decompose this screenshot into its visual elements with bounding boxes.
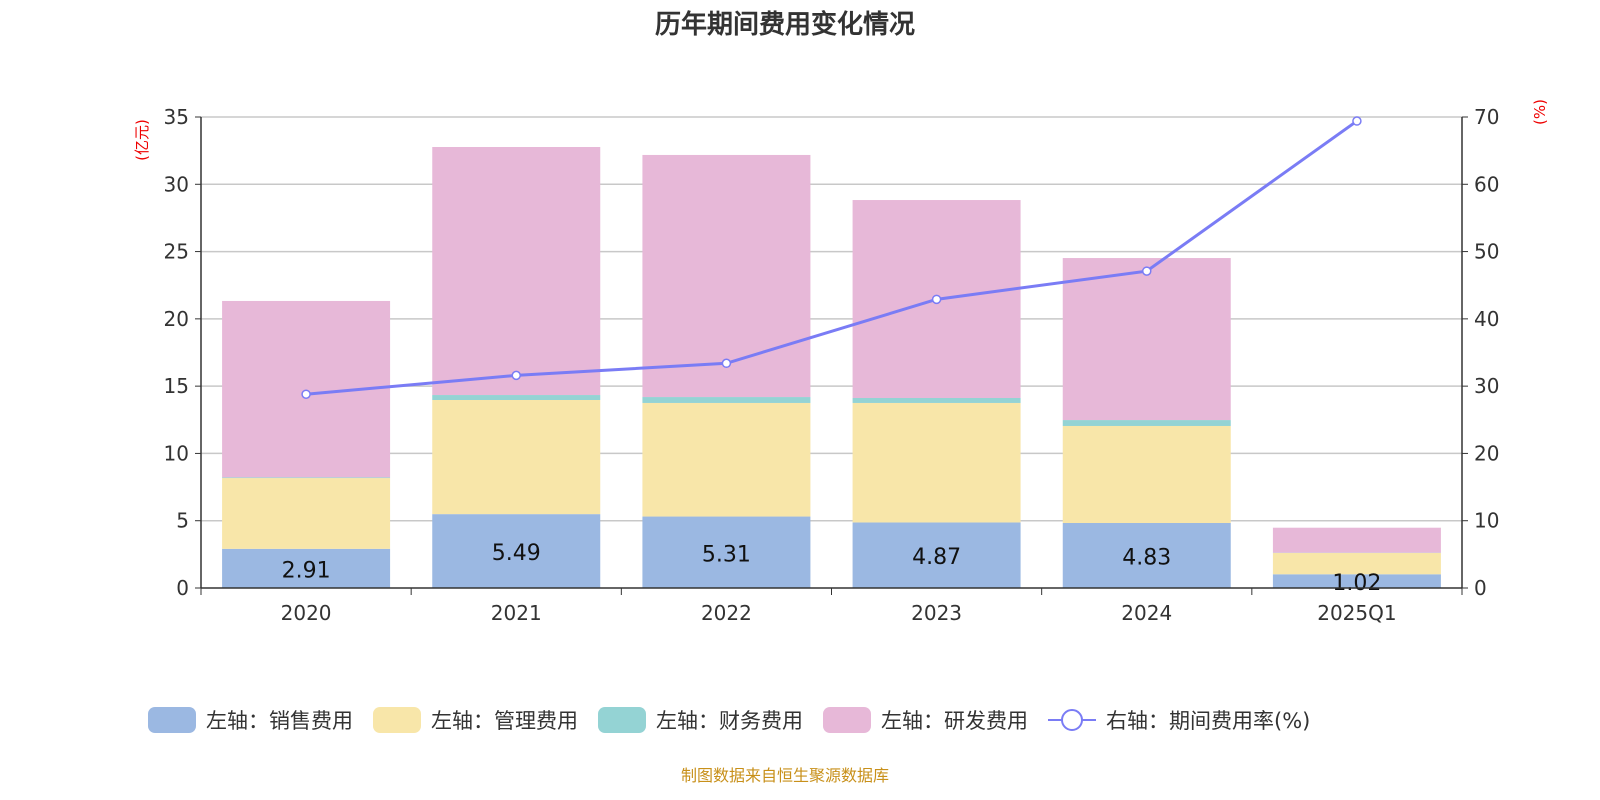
rate-point [1142,266,1152,276]
bar-segment [642,154,811,398]
bar-segment [852,522,1021,588]
left-tick-label: 0 [176,576,189,600]
legend-swatch [823,707,871,733]
bar-segment [432,514,601,588]
source-footer: 制图数据来自恒生聚源数据库 [680,766,889,785]
bar-segment [1062,425,1231,524]
bar-data-label: 5.31 [702,542,751,567]
bar-data-label: 4.87 [912,545,961,570]
rate-point [301,389,311,399]
left-tick-label: 30 [164,172,189,196]
rate-point [511,370,521,381]
right-tick-label: 60 [1474,172,1499,196]
left-tick-label: 25 [164,240,189,264]
rate-line [305,119,1358,396]
right-tick-label: 30 [1474,374,1499,398]
bar-data-label: 2.91 [282,558,331,583]
left-tick-label: 10 [164,441,189,465]
right-tick-label: 10 [1474,509,1499,533]
chart-svg: 0 5 10 15 20 25 30 35 0 10 20 30 40 50 60 70 (亿元) (%) 2.91… [133,99,1549,733]
bar-segment [432,400,601,515]
bar-data-label: 4.83 [1122,546,1171,571]
bar-segment [1272,553,1441,575]
left-tick-label: 35 [164,105,189,129]
bar-segment [1062,420,1231,426]
rate-point [721,358,732,369]
bar-segment [1062,523,1231,588]
bar-segment [1272,527,1441,553]
bar-segment [642,402,811,517]
x-tick-label: 2020 [281,601,332,625]
legend-label: 左轴：销售费用 [206,709,353,733]
bar-data-label: 1.02 [1332,571,1381,596]
legend-label: 右轴：期间费用率(%) [1106,709,1310,733]
right-tick-label: 40 [1474,307,1499,331]
bar-data-label: 5.49 [492,541,541,566]
right-tick-label: 50 [1474,240,1499,264]
right-tick-label: 20 [1474,441,1499,465]
legend-label: 左轴：研发费用 [881,709,1028,733]
bar-segment [642,397,811,403]
bar-segment [852,397,1021,403]
legend-swatch [373,707,421,733]
x-tick-label: 2023 [911,601,962,625]
bar-segment [222,548,391,588]
bar-segment [1062,258,1231,421]
legend-label: 左轴：财务费用 [656,709,803,733]
left-tick-label: 20 [164,307,189,331]
bar-segment [432,147,601,396]
bar-segment [222,477,391,479]
x-tick-label: 2021 [491,601,542,625]
right-tick-label: 70 [1474,105,1499,129]
left-tick-label: 15 [164,374,189,398]
chart-title: 历年期间费用变化情况 [654,10,915,40]
x-tick-label: 2022 [701,601,752,625]
bar-segment [432,395,601,401]
rate-point [1352,116,1362,126]
bar-segment [222,478,391,549]
rate-point [931,294,942,305]
legend-marker [1061,709,1083,731]
legend-swatch [598,707,646,733]
bar-segment [1272,574,1441,588]
x-tick-label: 2024 [1121,601,1172,625]
legend-swatch [148,707,196,733]
right-axis-label: (%) [1531,99,1549,125]
legend-label: 左轴：管理费用 [431,709,578,733]
left-tick-label: 5 [176,509,189,533]
x-tick-label: 2025Q1 [1317,601,1396,625]
left-axis-label: (亿元) [133,119,151,161]
right-tick-label: 0 [1474,576,1487,600]
bar-segment [642,516,811,588]
bar-segment [852,402,1021,523]
